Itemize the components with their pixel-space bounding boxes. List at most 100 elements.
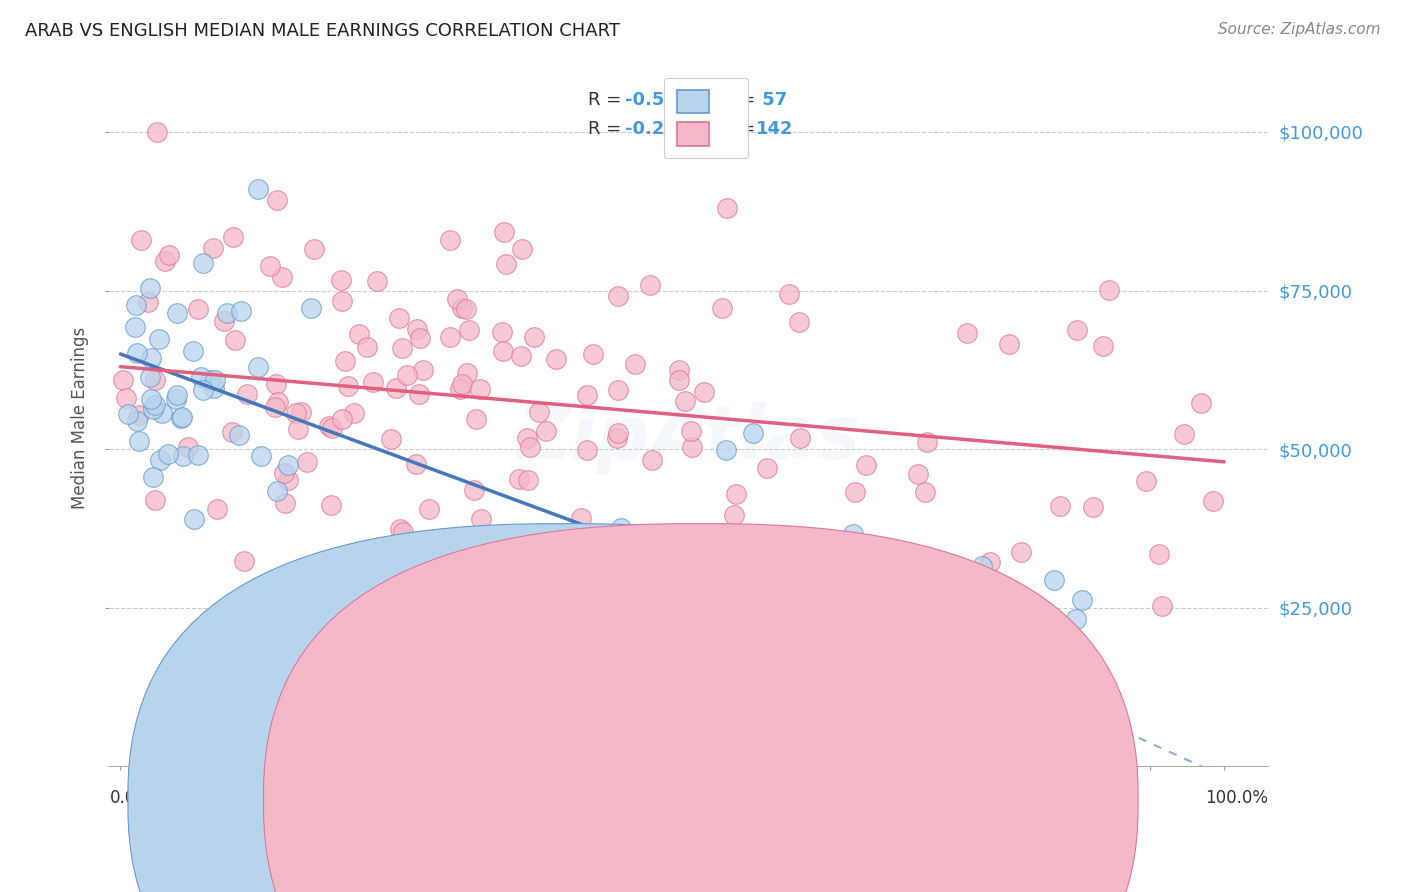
Point <box>187 302 209 317</box>
Point <box>127 414 149 428</box>
Point <box>264 400 287 414</box>
Point <box>408 386 430 401</box>
Point <box>259 259 281 273</box>
Point <box>388 310 411 325</box>
Point <box>607 426 630 441</box>
Point <box>229 304 252 318</box>
Point <box>449 383 471 397</box>
Point <box>1098 284 1121 298</box>
Point <box>267 395 290 409</box>
Point <box>681 440 703 454</box>
Point <box>491 344 513 359</box>
Point <box>247 182 270 196</box>
Point <box>148 332 170 346</box>
Point <box>998 336 1021 351</box>
Point <box>673 393 696 408</box>
Point <box>716 201 738 215</box>
Point <box>157 247 180 261</box>
Point <box>607 289 630 303</box>
Point <box>319 499 342 513</box>
Point <box>755 461 778 475</box>
Point <box>191 383 214 397</box>
Point <box>1010 545 1032 559</box>
Point <box>668 373 690 387</box>
Text: 0.0%: 0.0% <box>110 789 152 806</box>
Point <box>418 501 440 516</box>
Point <box>581 580 603 594</box>
Point <box>136 294 159 309</box>
Text: ARAB VS ENGLISH MEDIAN MALE EARNINGS CORRELATION CHART: ARAB VS ENGLISH MEDIAN MALE EARNINGS COR… <box>25 22 620 40</box>
Point <box>827 608 849 623</box>
Point <box>666 533 689 548</box>
Point <box>527 405 550 419</box>
Text: N =: N = <box>721 91 761 109</box>
Point <box>183 512 205 526</box>
Text: R =: R = <box>588 120 627 138</box>
Text: -0.505: -0.505 <box>626 91 689 109</box>
Point <box>385 380 408 394</box>
Point <box>723 508 745 522</box>
Point <box>1066 323 1088 337</box>
Point <box>1071 592 1094 607</box>
Point <box>470 382 492 396</box>
Point <box>232 554 254 568</box>
Point <box>128 409 150 423</box>
Point <box>610 521 633 535</box>
Point <box>446 292 468 306</box>
Point <box>191 256 214 270</box>
Point <box>454 301 477 316</box>
Point <box>139 370 162 384</box>
Point <box>224 333 246 347</box>
Point <box>156 447 179 461</box>
Point <box>273 466 295 480</box>
Point <box>491 325 513 339</box>
Point <box>451 301 474 316</box>
Point <box>290 405 312 419</box>
Point <box>361 375 384 389</box>
Point <box>409 331 432 345</box>
Point <box>576 442 599 457</box>
Point <box>205 502 228 516</box>
Point <box>139 281 162 295</box>
Point <box>859 538 882 552</box>
Point <box>668 363 690 377</box>
Point <box>1135 474 1157 488</box>
Point <box>681 424 703 438</box>
Point <box>181 344 204 359</box>
Point <box>855 458 877 473</box>
Point <box>318 418 340 433</box>
Point <box>1081 500 1104 515</box>
Point <box>534 424 557 438</box>
Point <box>544 351 567 366</box>
Point <box>519 440 541 454</box>
Point <box>470 512 492 526</box>
Point <box>128 434 150 449</box>
Point <box>894 589 917 603</box>
Point <box>129 233 152 247</box>
Point <box>1173 427 1195 442</box>
Point <box>111 373 134 387</box>
Point <box>142 402 165 417</box>
Point <box>970 559 993 574</box>
Point <box>516 431 538 445</box>
Point <box>1202 493 1225 508</box>
Point <box>166 388 188 402</box>
Point <box>277 458 299 472</box>
Point <box>494 225 516 239</box>
Legend:    ,    : , <box>664 78 748 158</box>
Point <box>266 194 288 208</box>
Point <box>576 575 599 590</box>
Point <box>202 241 225 255</box>
Text: 57: 57 <box>756 91 787 109</box>
Point <box>330 293 353 308</box>
Point <box>190 370 212 384</box>
Point <box>551 664 574 678</box>
Point <box>606 384 628 398</box>
Point <box>172 449 194 463</box>
Point <box>396 368 419 383</box>
Point <box>842 527 865 541</box>
Point <box>143 373 166 387</box>
Point <box>475 559 498 574</box>
Text: N =: N = <box>721 120 761 138</box>
Point <box>412 362 434 376</box>
